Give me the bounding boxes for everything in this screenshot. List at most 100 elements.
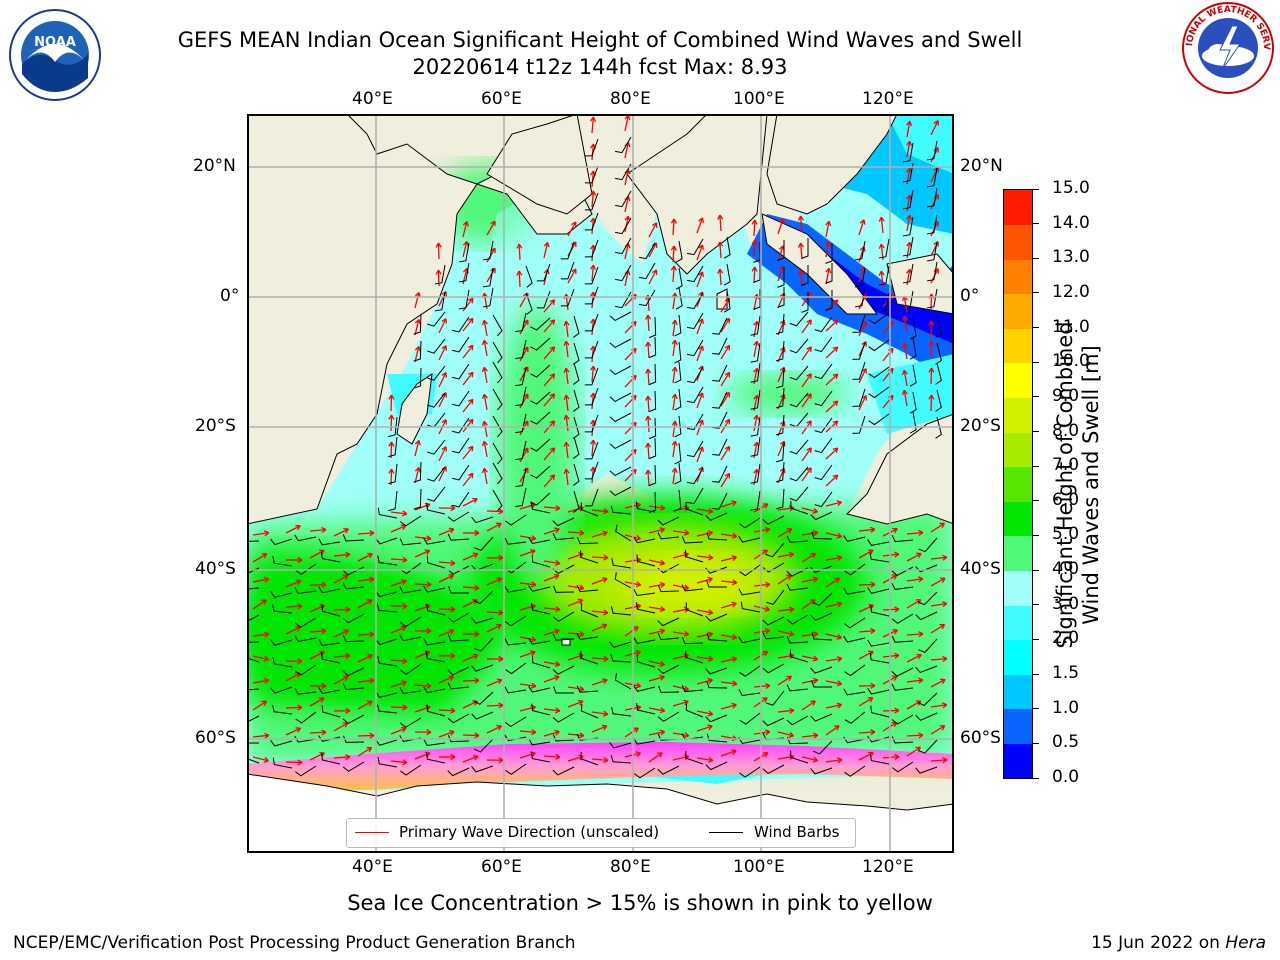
wind-barb bbox=[786, 535, 809, 543]
wave-arrow bbox=[696, 757, 713, 762]
wind-barb bbox=[814, 363, 833, 380]
wave-arrow-head bbox=[836, 601, 842, 605]
wave-arrow bbox=[647, 442, 650, 460]
wave-arrow-head bbox=[732, 556, 737, 562]
wind-barb bbox=[765, 542, 785, 558]
colorbar-tick-mark bbox=[1033, 638, 1039, 640]
wave-arrow bbox=[624, 449, 637, 462]
wind-barb bbox=[852, 361, 866, 380]
wave-arrow-head bbox=[549, 447, 555, 451]
wind-barb bbox=[552, 533, 575, 541]
wave-arrow-head bbox=[450, 574, 455, 580]
wind-barb bbox=[530, 391, 551, 405]
wave-arrow-head bbox=[698, 446, 703, 451]
wave-arrow bbox=[903, 316, 908, 333]
wind-barb bbox=[762, 717, 785, 727]
wave-arrow bbox=[906, 654, 922, 663]
wave-arrow bbox=[720, 580, 737, 584]
wind-barb bbox=[739, 665, 761, 677]
wave-arrow-head bbox=[263, 576, 269, 580]
wave-arrow bbox=[930, 522, 945, 533]
wave-arrow-head bbox=[765, 629, 771, 635]
wave-arrow-head bbox=[426, 584, 432, 588]
wind-barb bbox=[423, 686, 446, 694]
wave-arrow bbox=[777, 608, 794, 612]
wind-barb bbox=[377, 656, 398, 667]
wave-arrow bbox=[519, 683, 536, 687]
wave-arrow bbox=[483, 394, 488, 411]
wave-arrow bbox=[648, 731, 665, 736]
wave-arrow bbox=[720, 298, 731, 313]
wind-barb bbox=[825, 290, 833, 311]
wave-arrow-head bbox=[589, 190, 594, 196]
wave-arrow-head bbox=[894, 629, 898, 635]
wave-arrow-head bbox=[671, 467, 676, 473]
wave-arrow bbox=[567, 700, 584, 708]
wave-arrow bbox=[591, 509, 608, 513]
wave-arrow bbox=[799, 243, 803, 260]
wave-arrow-head bbox=[800, 242, 805, 248]
wind-barb bbox=[294, 534, 317, 542]
wind-barb bbox=[723, 236, 731, 259]
wave-arrow-head bbox=[732, 683, 738, 687]
wave-arrow bbox=[930, 657, 947, 661]
wave-arrow-head bbox=[660, 707, 666, 712]
wave-arrow-head bbox=[878, 216, 882, 222]
wind-barb bbox=[687, 265, 704, 283]
wave-arrow bbox=[753, 731, 770, 735]
wave-arrow-head bbox=[684, 630, 690, 636]
wave-arrow-head bbox=[450, 629, 455, 635]
wave-arrow bbox=[437, 242, 440, 260]
wave-arrow bbox=[906, 746, 921, 757]
wave-arrow-head bbox=[893, 528, 898, 534]
wave-arrow-head bbox=[806, 319, 812, 323]
wave-arrow bbox=[519, 604, 536, 611]
wind-barb bbox=[918, 638, 938, 653]
wind-barb bbox=[515, 366, 527, 387]
wind-barb bbox=[811, 632, 833, 641]
wave-arrow-head bbox=[603, 756, 609, 761]
wave-arrow-head bbox=[530, 685, 537, 689]
wave-arrow-head bbox=[751, 266, 756, 272]
wave-arrow bbox=[438, 730, 455, 738]
wind-barb bbox=[918, 739, 938, 754]
colorbar-tick-label: 3.0 bbox=[1052, 593, 1080, 614]
wave-arrow-head bbox=[837, 602, 843, 608]
wave-arrow-head bbox=[448, 527, 454, 530]
wind-barb bbox=[712, 438, 728, 456]
wave-arrow-head bbox=[472, 653, 478, 656]
wave-arrow bbox=[720, 634, 737, 639]
wave-arrow-head bbox=[483, 339, 488, 345]
wave-arrow-head bbox=[264, 655, 270, 661]
wave-arrow bbox=[414, 319, 420, 336]
wave-arrow bbox=[390, 511, 407, 515]
wind-barb bbox=[610, 505, 632, 515]
wave-arrow bbox=[672, 245, 675, 263]
wave-arrow bbox=[930, 556, 947, 560]
wave-arrow-head bbox=[472, 754, 479, 757]
wave-arrow bbox=[414, 536, 431, 540]
wave-arrow-head bbox=[402, 660, 408, 665]
wave-arrow-head bbox=[707, 631, 713, 635]
wave-arrow-head bbox=[345, 756, 351, 761]
wind-barb bbox=[786, 684, 809, 692]
wind-barb bbox=[528, 738, 551, 746]
wave-arrow-head bbox=[563, 320, 567, 326]
wave-arrow-head bbox=[471, 446, 474, 452]
wave-arrow-head bbox=[698, 392, 703, 397]
wave-arrow-head bbox=[788, 652, 794, 656]
wave-arrow bbox=[333, 722, 349, 732]
wave-arrow-head bbox=[753, 340, 758, 346]
wave-arrow bbox=[777, 245, 784, 262]
wave-arrow-head bbox=[753, 394, 758, 400]
wind-barb bbox=[400, 663, 422, 675]
colorbar-title: Significant Height of Combined Wind Wave… bbox=[1052, 185, 1104, 785]
wave-arrow bbox=[648, 675, 665, 682]
wave-arrow-head bbox=[555, 609, 561, 613]
wave-arrow-head bbox=[555, 574, 560, 580]
wind-barb bbox=[471, 711, 494, 720]
wave-arrow-head bbox=[555, 707, 561, 712]
wave-arrow bbox=[720, 372, 731, 387]
wave-arrow bbox=[696, 271, 704, 288]
wind-barb bbox=[318, 687, 341, 694]
